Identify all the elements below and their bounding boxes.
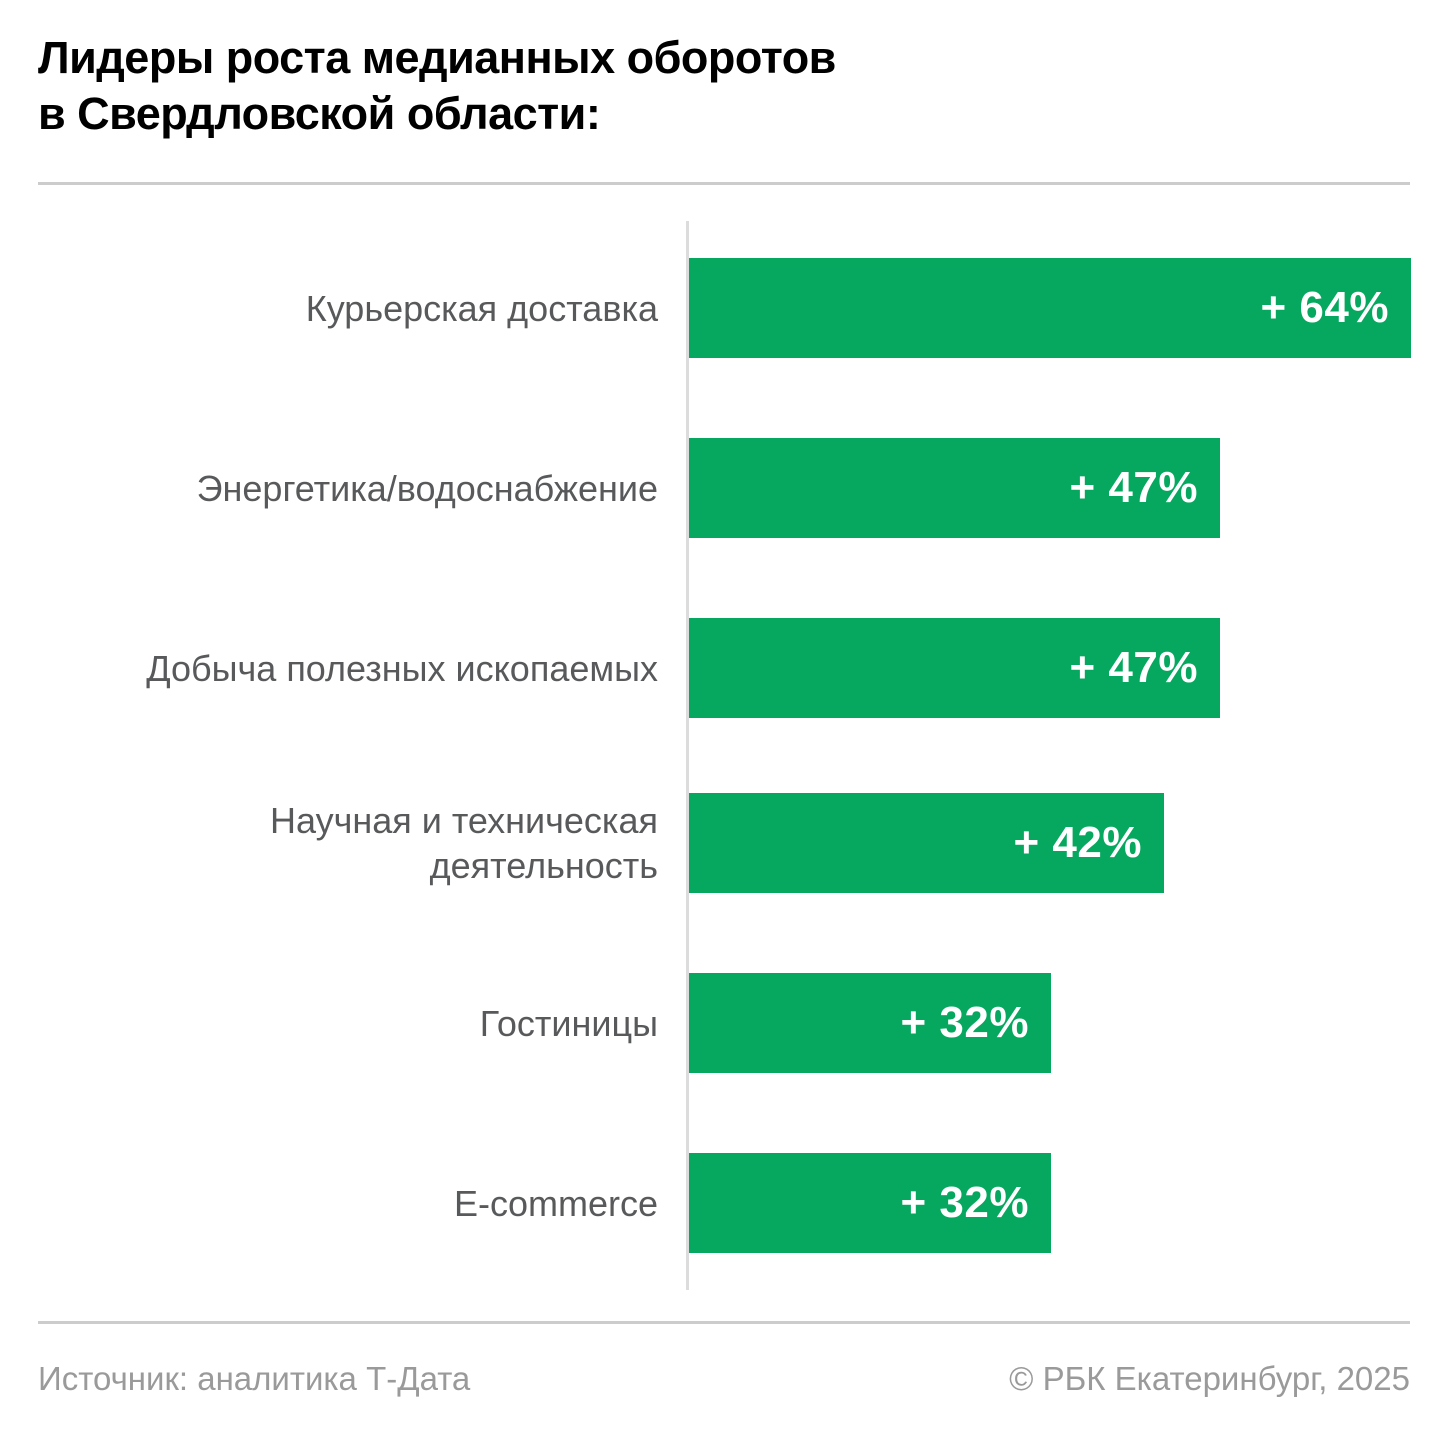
bar-track: + 64% (689, 258, 1411, 358)
divider-top (38, 182, 1410, 185)
bar-category-label: Научная и техническая деятельность (269, 800, 658, 886)
bar-track: + 32% (689, 973, 1051, 1073)
bar-category-label: E-commerce (453, 1182, 658, 1224)
bar-value-label: + 47% (1069, 463, 1198, 512)
bar-category-label: Курьерская доставка (305, 287, 658, 329)
bar-row: Научная и техническая деятельность + 42% (0, 793, 1440, 893)
footer-credit: © РБК Екатеринбург, 2025 (1009, 1360, 1410, 1397)
bar-track: + 47% (689, 618, 1220, 718)
bar-segment[interactable]: + 42% (689, 793, 1164, 893)
bar-value-label: + 32% (900, 998, 1029, 1047)
bar-row: Энергетика/водоснабжение + 47% (0, 438, 1440, 538)
bar-value-label: + 42% (1013, 818, 1142, 867)
bar-segment[interactable]: + 47% (689, 618, 1220, 718)
footer: Источник: аналитика Т-Дата © РБК Екатери… (38, 1360, 1410, 1398)
bar-row: Добыча полезных ископаемых + 47% (0, 618, 1440, 718)
bar-track: + 42% (689, 793, 1164, 893)
bar-row: Гостиницы + 32% (0, 973, 1440, 1073)
divider-bottom (38, 1321, 1410, 1324)
title-block: Лидеры роста медианных оборотов в Свердл… (38, 30, 1038, 142)
bar-segment[interactable]: + 32% (689, 1153, 1051, 1253)
bar-value-label: + 64% (1260, 283, 1389, 332)
chart-axis-line (686, 221, 689, 1290)
bar-row: Курьерская доставка + 64% (0, 258, 1440, 358)
bar-row: E-commerce + 32% (0, 1153, 1440, 1253)
bar-category-label: Добыча полезных ископаемых (146, 647, 658, 689)
bar-value-label: + 32% (900, 1178, 1029, 1227)
bar-track: + 32% (689, 1153, 1051, 1253)
page-title: Лидеры роста медианных оборотов в Свердл… (38, 32, 836, 139)
bar-segment[interactable]: + 64% (689, 258, 1411, 358)
footer-source: Источник: аналитика Т-Дата (38, 1360, 471, 1397)
bar-segment[interactable]: + 32% (689, 973, 1051, 1073)
bar-value-label: + 47% (1069, 643, 1198, 692)
bar-category-label: Энергетика/водоснабжение (196, 467, 658, 509)
bar-track: + 47% (689, 438, 1220, 538)
bar-segment[interactable]: + 47% (689, 438, 1220, 538)
bar-category-label: Гостиницы (479, 1002, 658, 1044)
